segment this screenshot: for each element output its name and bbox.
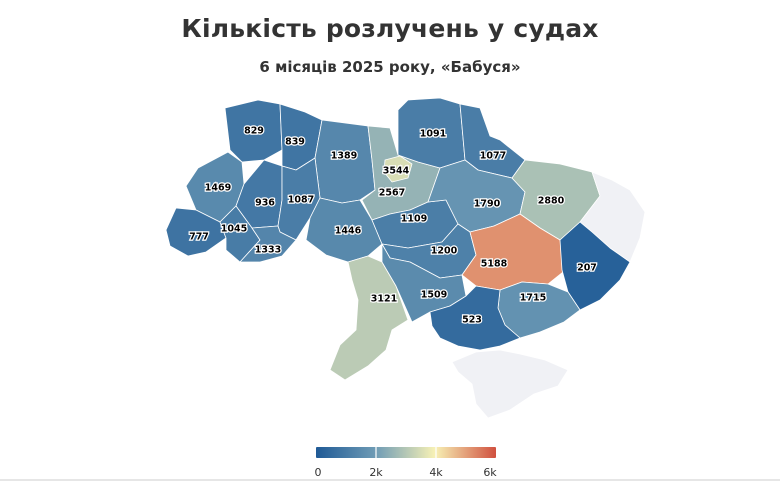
region-volyn[interactable]	[224, 99, 283, 163]
value-label-ivano-frankivsk: 1045	[221, 224, 247, 235]
bottom-divider	[0, 479, 780, 481]
value-label-donetsk: 207	[577, 263, 597, 274]
legend-tick-label-6k: 6k	[483, 466, 497, 479]
value-labels-layer: 829 839 1389 3544 2567 1091 1077 1469 93…	[188, 124, 598, 326]
value-label-chernihiv: 1091	[420, 129, 446, 140]
map-title: Кількість розлучень у судах	[181, 14, 599, 43]
legend-tick-label-0: 0	[315, 466, 322, 479]
map-subtitle: 6 місяців 2025 року, «Бабуся»	[259, 58, 521, 76]
value-label-kharkiv: 2880	[538, 196, 565, 207]
region-crimea[interactable]	[451, 349, 569, 419]
value-label-kyiv-city: 3544	[383, 166, 410, 177]
value-label-odesa: 3121	[371, 294, 397, 305]
value-label-dnipropetrovsk: 5188	[481, 259, 508, 270]
value-label-rivne: 839	[285, 137, 305, 148]
value-label-lviv: 1469	[205, 183, 231, 194]
value-label-zaporizhzhia: 1715	[520, 293, 546, 304]
legend-gradient-bar	[316, 447, 496, 458]
region-kherson[interactable]	[429, 285, 521, 351]
legend-tick-label-4k: 4k	[429, 466, 443, 479]
region-chernivtsi[interactable]	[239, 225, 297, 263]
region-donetsk[interactable]	[559, 221, 631, 311]
value-label-cherkasy: 1109	[401, 214, 427, 225]
region-khmelnytskyi[interactable]	[277, 157, 321, 241]
value-label-sumy: 1077	[480, 151, 506, 162]
region-zhytomyr[interactable]	[314, 119, 376, 204]
value-label-mykolaiv: 1509	[421, 290, 447, 301]
value-label-ternopil: 936	[255, 198, 275, 209]
value-label-vinnytsia: 1446	[335, 226, 362, 237]
value-label-zhytomyr: 1389	[331, 151, 357, 162]
value-label-zakarpattia: 777	[189, 232, 209, 243]
color-scale-legend: 0 2k 4k 6k	[315, 447, 497, 479]
value-label-kyiv-oblast: 2567	[379, 188, 405, 199]
value-label-kirovohrad: 1200	[431, 246, 458, 257]
regions-layer	[165, 97, 646, 419]
value-label-kherson: 523	[462, 315, 482, 326]
value-label-khmelnytskyi: 1087	[288, 195, 314, 206]
value-label-volyn: 829	[244, 126, 264, 137]
value-label-poltava: 1790	[474, 199, 501, 210]
value-label-chernivtsi: 1333	[255, 245, 281, 256]
legend-tick-label-2k: 2k	[369, 466, 383, 479]
